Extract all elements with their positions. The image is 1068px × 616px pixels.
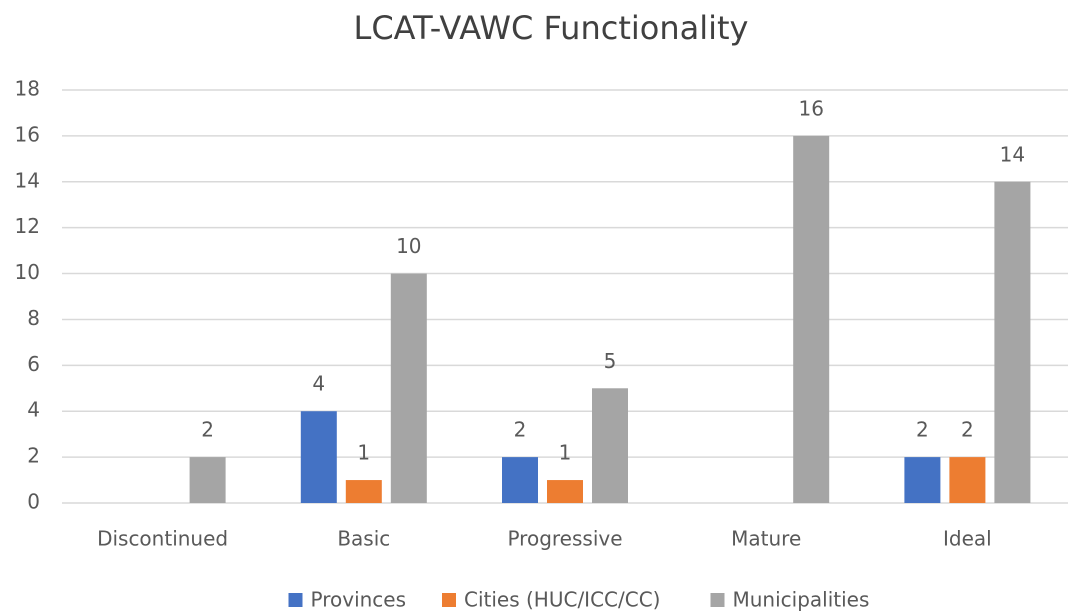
bar: [592, 388, 628, 503]
bar: [949, 457, 986, 503]
y-tick-label: 18: [15, 77, 40, 101]
bar: [390, 273, 427, 503]
y-tick-label: 14: [15, 168, 40, 192]
data-label: 2: [201, 418, 214, 442]
data-label: 4: [312, 372, 325, 396]
data-label: 2: [961, 418, 974, 442]
x-tick-label: Mature: [731, 527, 801, 551]
data-label: 2: [514, 418, 527, 442]
data-label: 1: [559, 441, 572, 465]
y-tick-label: 2: [27, 444, 40, 468]
y-tick-label: 6: [27, 352, 40, 376]
data-label: 10: [396, 234, 421, 258]
legend-label: Municipalities: [733, 588, 870, 612]
chart-title: LCAT-VAWC Functionality: [354, 9, 749, 47]
data-label: 2: [916, 418, 929, 442]
x-tick-label: Basic: [337, 527, 390, 551]
bar: [345, 480, 382, 503]
legend-swatch: [288, 593, 303, 607]
y-tick-label: 12: [15, 214, 40, 238]
legend-label: Provinces: [311, 588, 407, 612]
y-tick-label: 8: [27, 306, 40, 330]
y-tick-label: 0: [27, 490, 40, 514]
bar: [994, 181, 1031, 503]
x-tick-label: Discontinued: [97, 527, 228, 551]
legend-swatch: [710, 593, 725, 607]
legend-swatch: [442, 593, 456, 607]
bar: [904, 457, 941, 503]
bar: [793, 135, 830, 503]
bar: [300, 411, 337, 503]
data-label: 5: [604, 349, 617, 373]
y-tick-label: 10: [15, 260, 40, 284]
legend-label: Cities (HUC/ICC/CC): [464, 588, 660, 612]
bar: [189, 457, 226, 503]
data-label: 14: [1000, 142, 1025, 166]
bar: [502, 457, 538, 503]
bar: [547, 480, 583, 503]
data-label: 16: [798, 96, 823, 120]
x-tick-label: Progressive: [507, 527, 622, 551]
y-tick-label: 16: [15, 122, 40, 146]
data-label: 1: [357, 441, 370, 465]
x-tick-label: Ideal: [943, 527, 992, 551]
y-tick-label: 4: [27, 398, 40, 422]
